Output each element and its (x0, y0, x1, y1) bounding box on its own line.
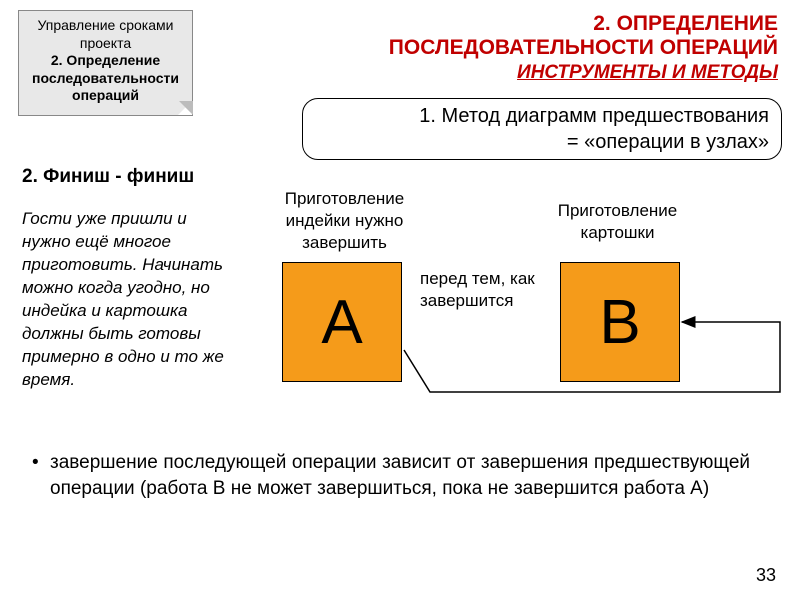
node-b: B (560, 262, 680, 382)
nav-note: Управление сроками проекта 2. Определени… (18, 10, 193, 116)
page-number: 33 (756, 565, 776, 586)
slide-title: 2. ОПРЕДЕЛЕНИЕ ПОСЛЕДОВАТЕЛЬНОСТИ ОПЕРАЦ… (389, 12, 778, 84)
nav-note-line2: 2. Определение последовательности операц… (25, 52, 186, 105)
title-line1: 2. ОПРЕДЕЛЕНИЕ (389, 12, 778, 36)
note-fold-icon (178, 101, 192, 115)
title-line2: ПОСЛЕДОВАТЕЛЬНОСТИ ОПЕРАЦИЙ (389, 36, 778, 60)
node-a-label: A (321, 288, 362, 357)
bullet-text: завершение последующей операции зависит … (50, 450, 750, 501)
relation-heading: 2. Финиш - финиш (22, 166, 194, 188)
method-box: 1. Метод диаграмм предшествования = «опе… (302, 98, 782, 160)
node-a-caption: Приготовление индейки нужно завершить (257, 188, 432, 254)
method-line2: = «операции в узлах» (315, 129, 769, 155)
method-line1: 1. Метод диаграмм предшествования (315, 103, 769, 129)
nav-note-line1: Управление сроками проекта (25, 17, 186, 52)
title-subtitle: ИНСТРУМЕНТЫ И МЕТОДЫ (389, 62, 778, 84)
node-a: A (282, 262, 402, 382)
scenario-text: Гости уже пришли и нужно ещё многое приг… (22, 208, 234, 392)
edge-label: перед тем, как завершится (420, 268, 560, 312)
node-b-caption: Приготовление картошки (530, 200, 705, 244)
node-b-label: B (599, 288, 640, 357)
